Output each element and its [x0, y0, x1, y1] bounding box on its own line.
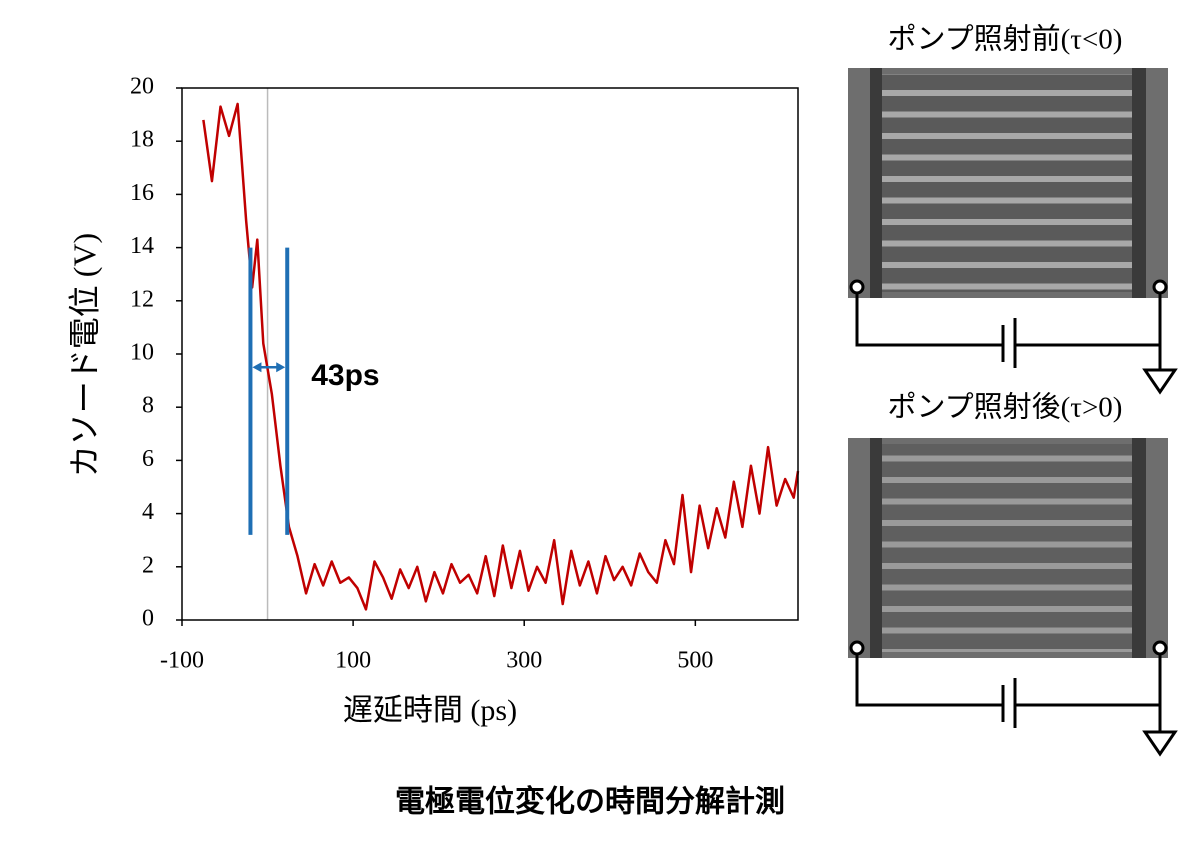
circuit — [849, 640, 1178, 757]
x-tick-label: 100 — [335, 648, 371, 674]
y-axis-label: カソード電位 (V) — [66, 233, 102, 477]
figure-title: 電極電位変化の時間分解計測 — [395, 785, 785, 820]
panel-before: ポンプ照射前(τ<0) — [848, 23, 1178, 395]
x-axis-label: 遅延時間 (ps) — [343, 694, 517, 727]
x-tick-label: 500 — [677, 648, 713, 674]
panel-label: ポンプ照射後(τ>0) — [888, 391, 1123, 424]
electrode-image — [870, 74, 1145, 292]
electrode-edge — [870, 438, 882, 658]
y-tick-label: 0 — [142, 606, 154, 632]
y-tick-label: 10 — [130, 340, 154, 366]
panel-label: ポンプ照射前(τ<0) — [888, 23, 1123, 56]
y-tick-label: 14 — [130, 233, 154, 259]
plot-frame — [181, 87, 799, 621]
y-tick-label: 12 — [130, 286, 154, 312]
y-tick-label: 2 — [142, 552, 154, 578]
electrode-edge — [1132, 68, 1146, 298]
electrode-image — [870, 444, 1145, 652]
electrode-edge — [1132, 438, 1146, 658]
panel-after: ポンプ照射後(τ>0) — [848, 391, 1178, 757]
y-tick-label: 8 — [142, 393, 154, 419]
y-tick-label: 20 — [130, 74, 154, 100]
y-tick-label: 6 — [142, 446, 154, 472]
y-tick-label: 16 — [130, 180, 154, 206]
arrow-head — [276, 362, 286, 373]
y-tick-label: 4 — [142, 499, 154, 525]
data-line — [202, 102, 800, 611]
arrow-head — [252, 362, 262, 373]
electrode-edge — [870, 68, 882, 298]
x-tick-label: 300 — [506, 648, 542, 674]
circuit — [849, 279, 1178, 395]
interval-label: 43ps — [311, 359, 379, 392]
y-tick-label: 18 — [130, 127, 154, 153]
x-tick-label: -100 — [160, 648, 204, 674]
